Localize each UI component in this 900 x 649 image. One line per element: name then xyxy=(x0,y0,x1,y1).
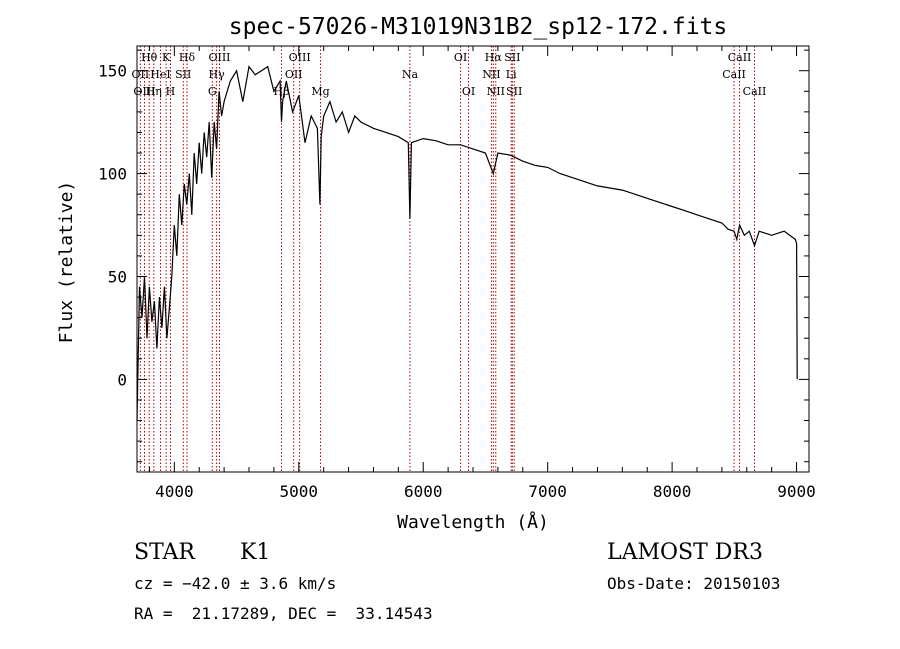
y-axis-ticks: 0 50 100 150 xyxy=(98,49,809,463)
line-label: Hδ xyxy=(179,51,196,64)
line-label: CaII xyxy=(728,51,752,64)
line-label: Mg xyxy=(311,85,329,98)
line-label: NII xyxy=(487,85,505,98)
x-tick-label: 5000 xyxy=(280,482,319,501)
line-label: G xyxy=(208,85,217,98)
line-label: SII xyxy=(175,68,191,81)
line-label: OIII xyxy=(289,51,311,64)
line-label: OI xyxy=(454,51,467,64)
line-label: OIII xyxy=(133,85,155,98)
line-label: Hη xyxy=(146,85,162,98)
y-tick-label: 150 xyxy=(98,62,127,81)
line-label: Na xyxy=(402,68,419,81)
line-label: Hθ xyxy=(141,51,158,64)
line-markers xyxy=(139,46,755,472)
x-tick-label: 9000 xyxy=(777,482,816,501)
x-tick-label: 8000 xyxy=(653,482,692,501)
x-axis-ticks: 4000 5000 6000 7000 8000 9000 xyxy=(148,46,816,501)
line-label: OIII xyxy=(208,51,230,64)
line-label: CaII xyxy=(722,68,746,81)
y-axis-label: Flux (relative) xyxy=(56,181,77,344)
line-label: Hγ xyxy=(209,68,226,81)
spectrum-line xyxy=(136,65,798,421)
line-label: OII xyxy=(285,68,303,81)
line-label: H xyxy=(166,85,176,98)
line-label: HeI xyxy=(150,68,170,81)
class-label: STAR xyxy=(134,540,195,565)
line-label: CaII xyxy=(743,85,767,98)
redshift-text: cz = −42.0 ± 3.6 km/s xyxy=(134,574,337,593)
line-label: OII xyxy=(132,68,150,81)
line-label: SII xyxy=(506,85,522,98)
y-tick-label: 50 xyxy=(108,267,127,286)
x-tick-label: 6000 xyxy=(404,482,443,501)
line-label: NII xyxy=(482,68,500,81)
line-label: OI xyxy=(462,85,475,98)
line-label: SII xyxy=(504,51,520,64)
x-tick-label: 4000 xyxy=(155,482,194,501)
x-axis-label: Wavelength (Å) xyxy=(397,511,549,533)
y-tick-label: 0 xyxy=(117,370,127,389)
coords-text: RA = 21.17289, DEC = 33.14543 xyxy=(134,604,433,623)
line-label: Hα xyxy=(485,51,503,64)
obs-date-text: Obs-Date: 20150103 xyxy=(607,574,781,593)
survey-label: LAMOST DR3 xyxy=(607,540,763,565)
subclass-label: K1 xyxy=(240,540,271,565)
y-tick-label: 100 xyxy=(98,165,127,184)
x-tick-label: 7000 xyxy=(528,482,567,501)
line-label: Li xyxy=(506,68,517,81)
plot-frame xyxy=(136,45,810,473)
chart-title: spec-57026-M31019N31B2_sp12-172.fits xyxy=(229,14,728,40)
line-label: K xyxy=(162,51,171,64)
